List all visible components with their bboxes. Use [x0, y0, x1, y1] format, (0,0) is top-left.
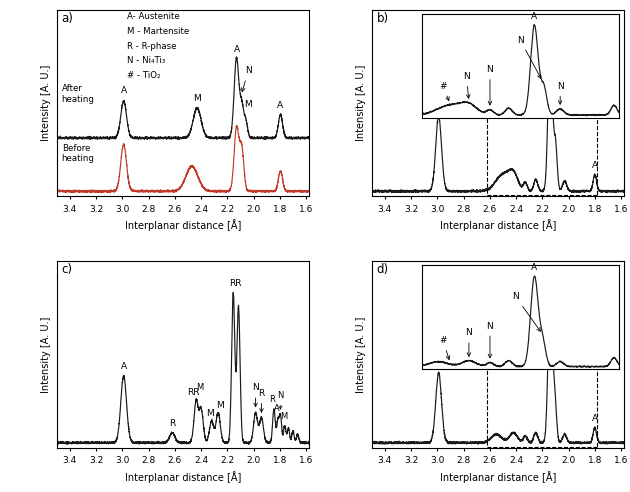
Text: M: M: [206, 409, 214, 418]
Text: RR: RR: [188, 388, 200, 397]
Text: Zoom: Zoom: [525, 53, 554, 71]
Text: M: M: [244, 100, 252, 109]
Text: RR: RR: [229, 279, 242, 288]
Text: M - Martensite: M - Martensite: [127, 27, 190, 35]
Text: b): b): [377, 12, 389, 25]
Bar: [487, 325, 597, 447]
Bar: [487, 73, 597, 195]
Y-axis label: Intensity [A. U.]: Intensity [A. U.]: [356, 65, 366, 141]
Text: N: N: [277, 391, 284, 409]
Y-axis label: Intensity [A. U.]: Intensity [A. U.]: [41, 65, 51, 141]
Text: A: A: [592, 161, 598, 170]
Text: R: R: [169, 419, 175, 428]
X-axis label: Interplanar distance [Å]: Interplanar distance [Å]: [440, 219, 556, 231]
Text: Before
heating: Before heating: [62, 144, 94, 163]
X-axis label: Interplanar distance [Å]: Interplanar distance [Å]: [125, 471, 241, 483]
Text: N: N: [252, 383, 259, 407]
Text: M: M: [280, 412, 288, 421]
Y-axis label: Intensity [A. U.]: Intensity [A. U.]: [41, 316, 51, 393]
Text: A: A: [592, 414, 598, 423]
Text: R: R: [269, 395, 275, 404]
Text: A: A: [120, 86, 127, 95]
Text: A: A: [435, 102, 442, 111]
Text: Zoom: Zoom: [526, 304, 557, 322]
Text: M: M: [216, 401, 224, 410]
Text: A: A: [277, 100, 284, 110]
Text: N - Ni₄Ti₃: N - Ni₄Ti₃: [127, 57, 166, 65]
X-axis label: Interplanar distance [Å]: Interplanar distance [Å]: [440, 471, 556, 483]
Text: N: N: [241, 66, 252, 92]
X-axis label: Interplanar distance [Å]: Interplanar distance [Å]: [125, 219, 241, 231]
Text: A: A: [234, 45, 239, 54]
Text: c): c): [62, 263, 72, 276]
Text: After
heating: After heating: [62, 84, 94, 104]
Text: M: M: [196, 383, 203, 392]
Text: M: M: [193, 94, 201, 103]
Text: A: A: [120, 362, 127, 371]
Text: a): a): [62, 12, 74, 25]
Text: R: R: [258, 389, 265, 412]
Text: A- Austenite: A- Austenite: [127, 12, 180, 21]
Text: # - TiO₂: # - TiO₂: [127, 71, 161, 80]
Text: A: A: [435, 359, 442, 368]
Text: A: A: [274, 404, 280, 413]
Text: d): d): [377, 263, 389, 276]
Text: R - R-phase: R - R-phase: [127, 41, 177, 51]
Y-axis label: Intensity [A. U.]: Intensity [A. U.]: [356, 316, 366, 393]
